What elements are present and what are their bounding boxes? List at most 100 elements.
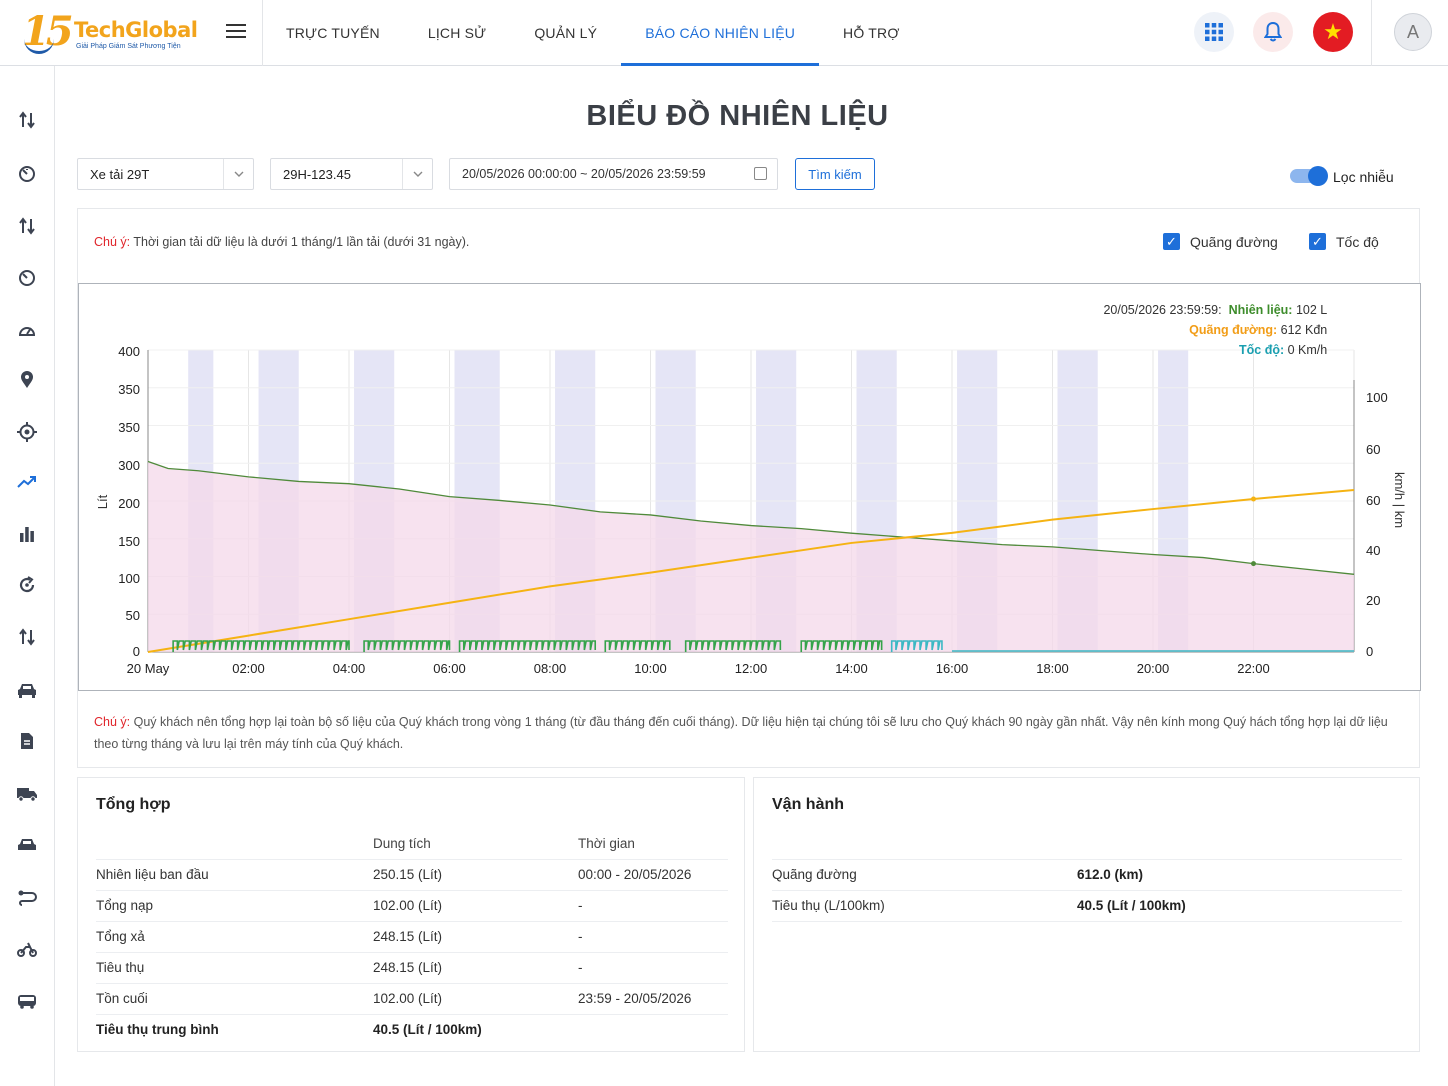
chevron-down-icon (223, 159, 253, 189)
x-tick-label: 06:00 (433, 661, 466, 676)
fuel-chart-svg[interactable]: 0 50 100 150 200 300 350 350 400 Lít 0 20 40 60 60 100 k… (79, 284, 1420, 690)
arrows-updown-icon[interactable] (15, 214, 39, 238)
y-tick-label: 300 (118, 458, 140, 473)
table-row: Tổng xả 248.15 (Lít) - (96, 921, 728, 953)
user-avatar[interactable]: A (1394, 13, 1432, 51)
car-icon[interactable] (15, 833, 39, 857)
row-capacity: 248.15 (Lít) (373, 952, 578, 984)
distance-checkbox-label: Quãng đường (1190, 233, 1278, 250)
y-axis-title: Lít (95, 494, 110, 509)
logo-swoosh (24, 36, 54, 54)
y-tick-label: 200 (118, 496, 140, 511)
trend-icon[interactable] (15, 470, 39, 494)
clock-speed-icon[interactable] (15, 266, 39, 290)
tooltip-distance-label: Quãng đường: (1189, 323, 1278, 337)
note-prefix: Chú ý: (94, 235, 131, 249)
arrows-updown-icon[interactable] (15, 625, 39, 649)
y-tick-label: 150 (118, 534, 140, 549)
noise-filter-toggle[interactable] (1290, 166, 1328, 186)
y-tick-label: 0 (133, 644, 140, 659)
retention-note: Chú ý: Quý khách nên tổng hợp lại toàn b… (94, 711, 1404, 755)
row-capacity: 250.15 (Lít) (373, 859, 578, 891)
avg-label: Tiêu thụ trung bình (96, 1022, 219, 1038)
logo-brand: TechGlobal (74, 18, 198, 42)
distance-line (147, 489, 1355, 653)
speed-line-segment (890, 640, 943, 652)
apps-grid-icon[interactable] (1194, 12, 1234, 52)
notification-bell-icon[interactable] (1253, 12, 1293, 52)
distance-checkbox[interactable]: ✓ Quãng đường (1163, 233, 1278, 250)
nav-management[interactable]: QUẢN LÝ (534, 25, 598, 41)
speed-checkbox-label: Tốc độ (1336, 233, 1379, 250)
arrows-updown-icon[interactable] (15, 108, 39, 132)
nav-support[interactable]: HỖ TRỢ (843, 25, 900, 41)
main-content: BIỂU ĐỒ NHIÊN LIỆU Xe tải 29T 29H-123.45… (55, 66, 1448, 1086)
y-tick-label: 350 (118, 382, 140, 397)
nav-fuel-report[interactable]: BÁO CÁO NHIÊN LIỆU (621, 0, 820, 66)
speed-line-segment (363, 640, 451, 652)
main-nav: TRỰC TUYẾN LỊCH SỬ QUẢN LÝ BÁO CÁO NHIÊN… (262, 0, 924, 66)
techglobal-logo[interactable]: 15 TechGlobal Giải Pháp Giám Sát Phương … (22, 8, 198, 56)
plate-value: 29H-123.45 (283, 166, 351, 182)
chart-tooltip: 20/05/2026 23:59:59: Nhiên liệu: 102 L Q… (1095, 300, 1327, 360)
header-divider (262, 0, 263, 66)
table-row: Quãng đường 612.0 (km) (772, 859, 1402, 891)
avg-value: 40.5 (Lít / 100km) (373, 1022, 482, 1038)
x-tick-label: 20:00 (1137, 661, 1170, 676)
noise-filter-label: Lọc nhiễu (1333, 169, 1394, 185)
date-range-input[interactable]: 20/05/2026 00:00:00 ~ 20/05/2026 23:59:5… (449, 158, 778, 190)
fuel-line (147, 460, 1355, 575)
y-tick-label: 100 (118, 571, 140, 586)
row-capacity: 102.00 (Lít) (373, 983, 578, 1015)
top-header: 15 TechGlobal Giải Pháp Giám Sát Phương … (0, 0, 1448, 66)
tooltip-speed-value: 0 Km/h (1287, 343, 1328, 357)
car-icon[interactable] (15, 678, 39, 702)
op-label: Tiêu thụ (L/100km) (772, 890, 1077, 922)
y-tick-label: 400 (118, 344, 140, 359)
search-button[interactable]: Tìm kiếm (795, 158, 875, 190)
speed-checkbox[interactable]: ✓ Tốc độ (1309, 233, 1379, 250)
checkmark-icon: ✓ (1163, 233, 1180, 250)
bar-chart-icon[interactable] (15, 522, 39, 546)
table-row: Tiêu thụ 248.15 (Lít) - (96, 952, 728, 984)
tooltip-fuel-value: 102 L (1295, 303, 1328, 317)
y2-tick-label: 100 (1366, 390, 1388, 405)
row-capacity: 102.00 (Lít) (373, 890, 578, 922)
row-label: Nhiên liệu ban đầu (96, 859, 373, 891)
summary-header-row: Dung tích Thời gian (96, 828, 728, 860)
route-icon[interactable] (15, 886, 39, 910)
plate-select[interactable]: 29H-123.45 (270, 158, 433, 190)
gauge-icon[interactable] (15, 318, 39, 342)
note2-text: Quý khách nên tổng hợp lại toàn bộ số li… (94, 715, 1388, 751)
op-value: 612.0 (km) (1077, 859, 1402, 891)
nav-history[interactable]: LỊCH SỬ (427, 25, 487, 41)
tooltip-distance-value: 612 Kđn (1280, 323, 1328, 337)
row-time: - (578, 921, 728, 953)
nav-online[interactable]: TRỰC TUYẾN (286, 25, 380, 41)
row-label: Tồn cuối (96, 983, 373, 1015)
refresh-icon[interactable] (15, 573, 39, 597)
op-label: Quãng đường (772, 859, 1077, 891)
truck-icon[interactable] (15, 782, 39, 806)
document-icon[interactable] (15, 729, 39, 753)
location-pin-icon[interactable] (15, 368, 39, 392)
note-text: Thời gian tải dữ liệu là dưới 1 tháng/1 … (130, 235, 470, 249)
date-range-value: 20/05/2026 00:00:00 ~ 20/05/2026 23:59:5… (462, 167, 706, 181)
vietnam-flag-icon[interactable]: ★ (1313, 12, 1353, 52)
vehicle-type-select[interactable]: Xe tải 29T (77, 158, 254, 190)
speed-line-segment (684, 640, 782, 652)
crosshair-icon[interactable] (15, 420, 39, 444)
op-value: 40.5 (Lít / 100km) (1077, 890, 1402, 922)
row-capacity: 248.15 (Lít) (373, 921, 578, 953)
x-tick-label: 22:00 (1237, 661, 1270, 676)
tooltip-speed-label: Tốc độ: (1239, 343, 1285, 357)
header-divider-right (1371, 0, 1372, 66)
motorbike-icon[interactable] (15, 937, 39, 961)
clock-speed-icon[interactable] (15, 162, 39, 186)
row-time: 00:00 - 20/05/2026 (578, 859, 728, 891)
speed-line-segment (604, 640, 671, 652)
hamburger-menu-icon[interactable] (226, 24, 246, 40)
y-tick-label: 50 (126, 608, 140, 623)
bus-icon[interactable] (15, 989, 39, 1013)
fuel-chart[interactable]: 0 50 100 150 200 300 350 350 400 Lít 0 20 40 60 60 100 k… (78, 283, 1421, 691)
